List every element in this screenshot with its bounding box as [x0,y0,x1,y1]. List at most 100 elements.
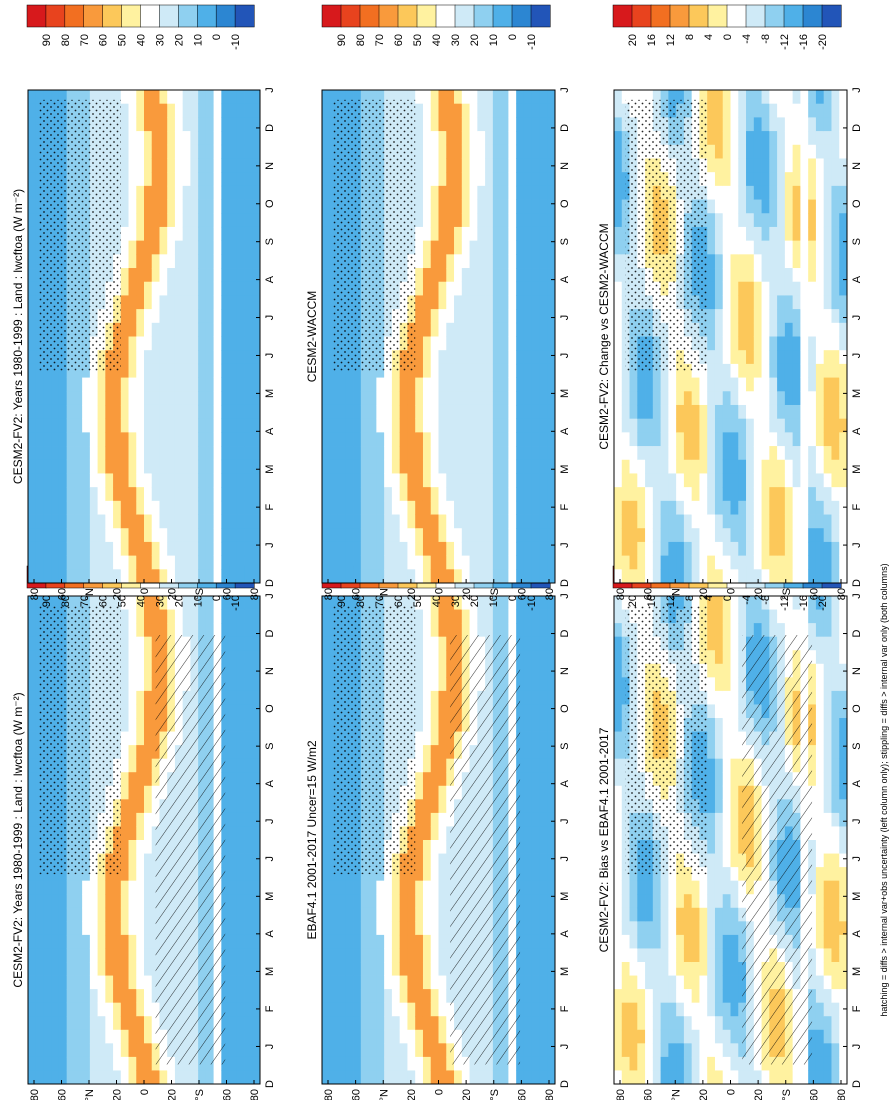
heatmap-cell [244,144,253,159]
heatmap-cell [523,840,533,854]
heatmap-cell [500,350,509,365]
heatmap-cell [190,363,199,378]
heatmap-cell [113,446,122,461]
colorbar-label: 20 [469,595,481,607]
heatmap-cell [322,350,331,365]
heatmap-cell [221,785,230,800]
heatmap-cell [236,975,245,990]
heatmap-cell [167,254,176,269]
heatmap-cell [97,1070,106,1085]
heatmap-cell [353,975,362,990]
heatmap-cell [707,677,716,692]
heatmap-cell [244,281,253,296]
heatmap-cell [477,404,486,420]
heatmap-cell [43,432,52,447]
colorbar-label: 50 [412,595,424,607]
heatmap-cell [167,363,176,378]
heatmap-cell [144,1043,153,1058]
heatmap-cell [422,185,432,200]
heatmap-cell [89,377,98,392]
heatmap-cell [244,528,253,543]
heatmap-cell [407,418,416,433]
heatmap-cell [120,295,129,310]
heatmap-cell [683,907,693,922]
heatmap-cell [492,377,502,392]
heatmap-cell [399,391,408,406]
heatmap-cell [461,240,470,255]
heatmap-cell [660,596,669,610]
heatmap-cell [614,636,623,651]
heatmap-cell [322,199,331,214]
heatmap-cell [144,1070,153,1085]
heatmap-cell [205,569,214,584]
heatmap-cell [35,989,44,1004]
heatmap-cell [547,569,556,584]
heatmap-cell [43,391,52,406]
heatmap-cell [136,254,145,269]
month-tick-label: O [264,704,276,713]
heatmap-cell [337,934,346,949]
heatmap-cell [668,1070,677,1085]
heatmap-cell [252,962,261,976]
heatmap-cell [652,1002,661,1017]
heatmap-cell [329,1070,338,1085]
heatmap-cell [190,596,199,610]
heatmap-cell [337,541,346,557]
heatmap-cell [190,117,199,132]
heatmap-cell [539,404,548,420]
heatmap-cell [244,199,253,214]
heatmap-cell [120,731,129,746]
heatmap-cell [236,418,245,433]
heatmap-cell [368,1016,377,1031]
heatmap-cell [438,213,447,228]
heatmap-cell [547,500,556,515]
heatmap-cell [159,1070,168,1085]
heatmap-cell [523,690,533,705]
heatmap-cell [136,745,145,760]
heatmap-cell [691,989,700,1004]
heatmap-cell [415,718,424,732]
heatmap-cell [353,473,362,488]
heatmap-cell [430,731,439,746]
heatmap-cell [531,948,540,963]
heatmap-cell [51,446,60,461]
heatmap-cell [523,172,533,187]
heatmap-cell [438,690,447,705]
heatmap-cell [136,528,145,543]
heatmap-cell [547,377,556,392]
heatmap-cell [236,785,245,800]
heatmap-cell [89,962,98,976]
heatmap-cell [539,975,548,990]
heatmap-cell [547,131,556,146]
heatmap-cell [28,880,37,895]
heatmap-cell [353,459,362,474]
heatmap-cell [415,623,424,638]
heatmap-cell [376,596,385,610]
heatmap-cell [384,391,393,406]
heatmap-cell [229,377,238,392]
heatmap-cell [205,117,214,132]
heatmap-cell [182,158,191,173]
heatmap-cell [430,1002,439,1017]
heatmap-cell [422,514,432,529]
heatmap-cell [89,569,98,584]
heatmap-cell [213,569,222,584]
heatmap-cell [629,1029,638,1044]
heatmap-cell [469,254,478,269]
heatmap-cell [637,1002,646,1017]
heatmap-cell [221,185,230,200]
colorbar-label: 90 [336,595,348,607]
heatmap-cell [213,555,222,570]
colorbar-swatch [234,4,255,28]
heatmap-cell [438,446,447,461]
heatmap-cell [454,281,463,296]
heatmap-cell [376,948,385,963]
heatmap-cell [477,268,486,283]
heatmap-cell [676,907,685,922]
heatmap-cell [151,459,160,474]
heatmap-cell [144,975,153,990]
heatmap-cell [105,934,114,949]
heatmap-cell [415,500,424,515]
heatmap-cell [159,172,168,187]
panel-title: CESM2-FV2: Years 1980-1999 : Land : lwcf… [11,189,25,484]
